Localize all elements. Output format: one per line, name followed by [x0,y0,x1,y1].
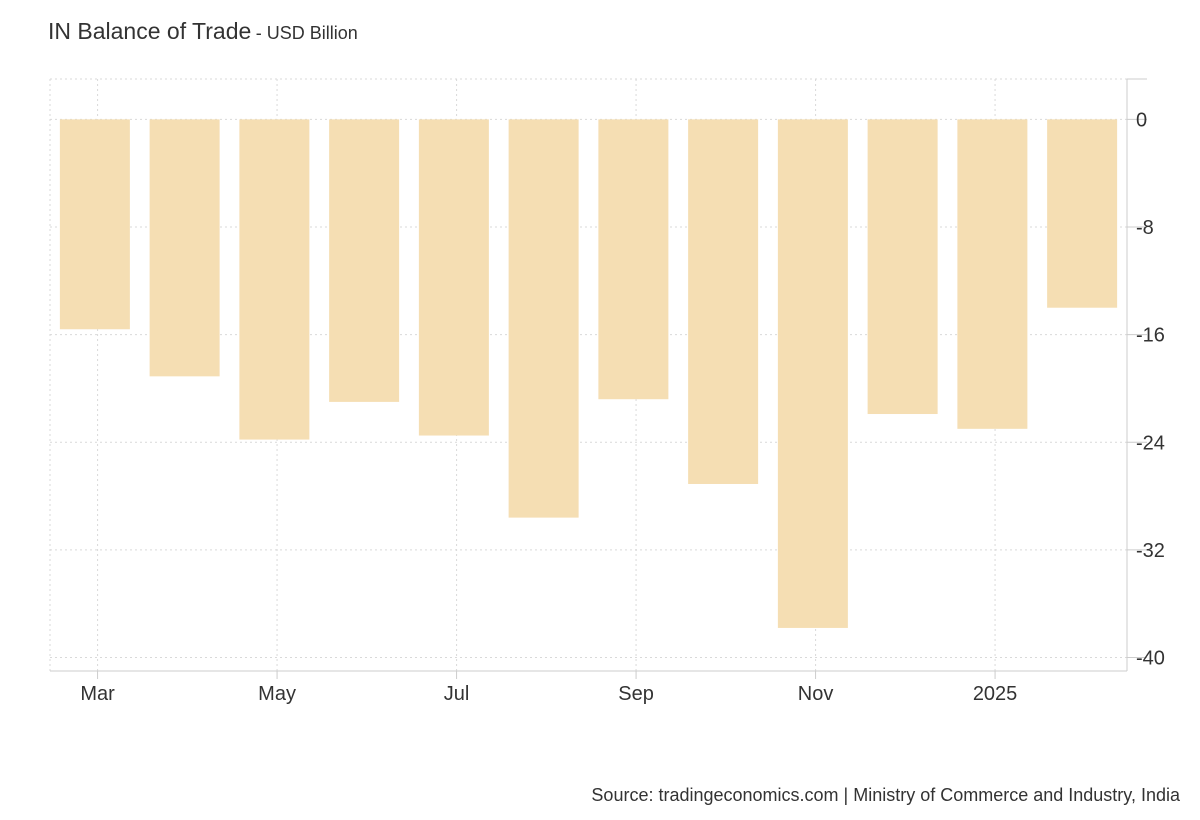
x-tick-label: Sep [618,683,654,705]
bars [59,119,1118,628]
bar-2024-10 [688,119,759,484]
y-tick-label: -8 [1136,217,1154,239]
axes [50,78,1147,679]
chart-title: IN Balance of Trade - USD Billion [48,18,358,45]
x-tick-label: Jul [444,683,470,705]
bar-2024-06 [329,119,400,402]
x-tick-label: Mar [80,683,115,705]
bar-2025-02 [1047,119,1118,308]
x-tick-label: Nov [798,683,834,705]
y-tick-label: 0 [1136,109,1147,131]
x-tick-labels: Mar May Jul Sep Nov 2025 [80,683,1017,705]
bar-2024-04 [149,119,220,377]
y-tick-label: -40 [1136,648,1165,670]
y-tick-label: -16 [1136,325,1165,347]
bar-2024-05 [239,119,310,440]
x-tick-label: May [258,683,296,705]
y-tick-label: -32 [1136,540,1165,562]
x-tick-label: 2025 [973,683,1018,705]
bar-chart: 0 -8 -16 -24 -32 -40 Mar May Jul Sep Nov 2025 [49,78,1165,705]
chart-title-main: IN Balance of Trade [48,18,252,44]
bar-2024-11 [777,119,848,628]
y-tick-labels: 0 -8 -16 -24 -32 -40 [1136,109,1165,669]
source-note: Source: tradingeconomics.com | Ministry … [591,785,1180,805]
bar-2024-03 [59,119,130,330]
bar-2024-07 [418,119,489,436]
chart-title-unit: - USD Billion [255,23,358,43]
bar-2024-08 [508,119,579,518]
y-tick-label: -24 [1136,432,1165,454]
bar-2024-09 [598,119,669,400]
bar-2024-12 [867,119,938,415]
bar-2025-01 [957,119,1028,429]
